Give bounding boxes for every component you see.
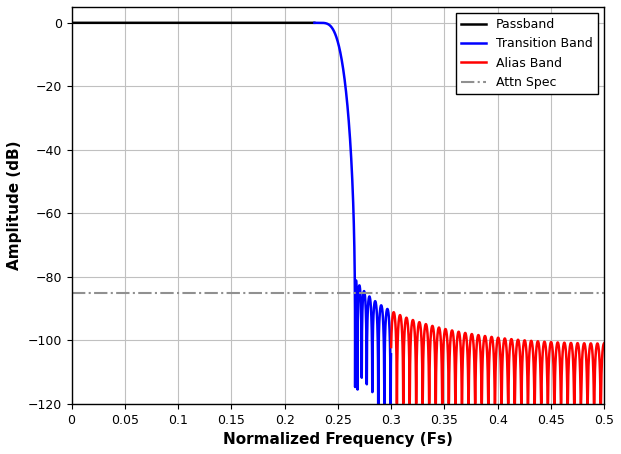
- Legend: Passband, Transition Band, Alias Band, Attn Spec: Passband, Transition Band, Alias Band, A…: [456, 13, 598, 94]
- Y-axis label: Amplitude (dB): Amplitude (dB): [7, 141, 22, 270]
- X-axis label: Normalized Frequency (Fs): Normalized Frequency (Fs): [223, 432, 453, 447]
